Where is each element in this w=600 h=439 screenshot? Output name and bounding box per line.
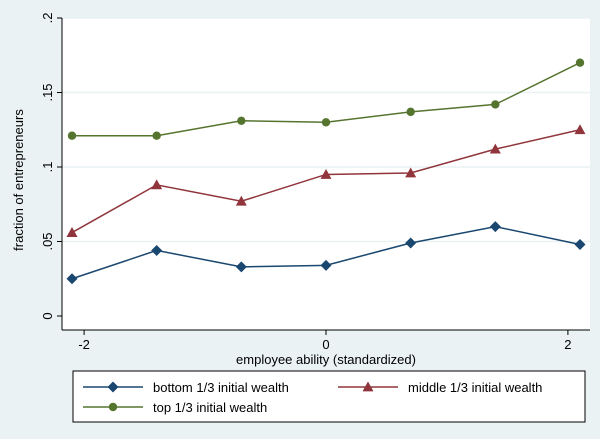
data-point xyxy=(489,143,501,154)
data-point xyxy=(152,131,161,140)
data-point xyxy=(405,167,417,178)
data-point xyxy=(574,238,586,250)
data-point xyxy=(575,58,585,67)
x-tick-label: 2 xyxy=(564,337,571,352)
data-point xyxy=(151,244,163,256)
data-point xyxy=(406,107,415,117)
data-point xyxy=(489,221,501,233)
legend: bottom 1/3 initial wealth middle 1/3 init… xyxy=(72,370,586,423)
x-axis-label: employee ability (standardized) xyxy=(236,352,416,367)
legend-item: top 1/3 initial wealth xyxy=(83,400,267,415)
data-point xyxy=(235,261,247,273)
data-point xyxy=(405,237,417,249)
gridlines xyxy=(62,17,590,243)
x-tick-label: -2 xyxy=(78,337,90,352)
y-axis-label: fraction of entrepreneurs xyxy=(11,109,26,251)
axes: 0 .05 .1 .15 .2 -2 0 2 xyxy=(40,13,590,352)
series-1 xyxy=(66,221,586,285)
y-tick-label: 0 xyxy=(40,312,55,319)
y-tick-label: .1 xyxy=(40,162,55,173)
legend-label: bottom 1/3 initial wealth xyxy=(153,380,289,395)
legend-item: bottom 1/3 initial wealth xyxy=(83,380,289,395)
data-point xyxy=(66,227,78,237)
legend-item: middle 1/3 initial wealth xyxy=(338,380,542,395)
series-layer xyxy=(66,58,586,285)
data-point xyxy=(574,124,586,135)
data-point xyxy=(320,259,332,271)
y-tick-label: .05 xyxy=(40,232,55,250)
y-tick-label: .15 xyxy=(40,83,55,101)
series-2 xyxy=(66,124,586,237)
data-point xyxy=(320,168,332,179)
legend-marker xyxy=(108,402,118,412)
data-point xyxy=(67,131,77,140)
x-tick-label: 0 xyxy=(322,337,329,352)
legend-marker xyxy=(362,381,374,392)
series-3 xyxy=(67,58,585,140)
data-point xyxy=(237,116,246,126)
y-tick-label: .2 xyxy=(40,13,55,24)
data-point xyxy=(66,273,78,285)
data-point xyxy=(321,118,331,127)
legend-label: top 1/3 initial wealth xyxy=(153,400,267,415)
data-point xyxy=(235,195,247,206)
data-point xyxy=(151,179,163,190)
legend-box xyxy=(72,370,586,423)
legend-label: middle 1/3 initial wealth xyxy=(408,380,542,395)
legend-marker xyxy=(107,381,119,393)
data-point xyxy=(491,100,500,109)
